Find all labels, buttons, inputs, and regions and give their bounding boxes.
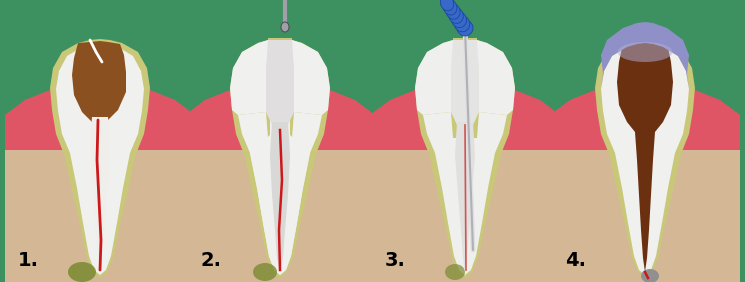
Polygon shape	[230, 40, 268, 115]
Polygon shape	[601, 43, 689, 275]
Ellipse shape	[440, 0, 454, 11]
Text: 2.: 2.	[200, 251, 221, 270]
Polygon shape	[266, 40, 294, 125]
Bar	[185, 150, 375, 282]
Text: 3.: 3.	[385, 251, 406, 270]
Polygon shape	[292, 40, 330, 115]
Bar	[5, 150, 195, 282]
Bar	[370, 150, 560, 282]
Ellipse shape	[446, 3, 460, 19]
Polygon shape	[270, 122, 290, 272]
Ellipse shape	[457, 20, 473, 36]
Polygon shape	[288, 80, 375, 150]
Ellipse shape	[445, 264, 465, 280]
Polygon shape	[595, 39, 695, 278]
Polygon shape	[451, 40, 479, 125]
Ellipse shape	[454, 16, 470, 32]
Ellipse shape	[281, 22, 289, 32]
Ellipse shape	[253, 263, 277, 281]
Bar	[550, 150, 740, 282]
Polygon shape	[238, 112, 322, 275]
Polygon shape	[477, 40, 515, 115]
Polygon shape	[5, 80, 92, 150]
Text: 4.: 4.	[565, 251, 586, 270]
Ellipse shape	[641, 269, 659, 282]
Polygon shape	[230, 38, 330, 278]
Polygon shape	[550, 80, 637, 150]
Polygon shape	[185, 80, 272, 150]
Polygon shape	[423, 112, 507, 275]
Polygon shape	[473, 80, 560, 150]
Polygon shape	[653, 80, 740, 150]
Ellipse shape	[443, 0, 457, 15]
Ellipse shape	[68, 262, 96, 282]
Polygon shape	[56, 43, 144, 275]
Polygon shape	[370, 80, 457, 150]
Polygon shape	[617, 40, 673, 272]
Polygon shape	[415, 38, 515, 278]
Ellipse shape	[451, 12, 466, 28]
Polygon shape	[72, 41, 126, 122]
Polygon shape	[50, 39, 150, 278]
Polygon shape	[415, 40, 453, 115]
Polygon shape	[108, 80, 195, 150]
Text: 1.: 1.	[18, 251, 39, 270]
Polygon shape	[250, 42, 310, 275]
Polygon shape	[601, 22, 689, 89]
Ellipse shape	[618, 42, 673, 62]
Polygon shape	[90, 117, 110, 268]
Polygon shape	[455, 122, 475, 272]
Ellipse shape	[448, 8, 463, 23]
